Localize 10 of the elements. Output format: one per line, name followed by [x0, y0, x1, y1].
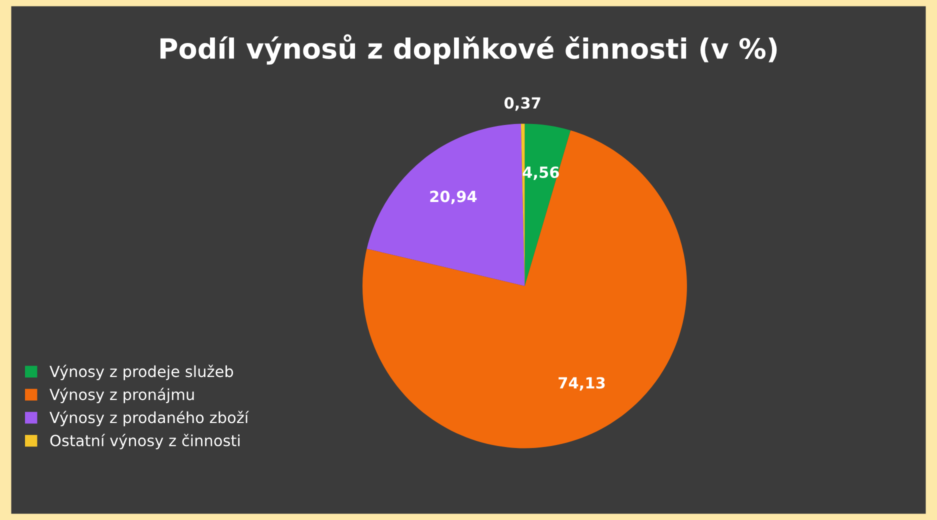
chart-title: Podíl výnosů z doplňkové činnosti (v %): [160, 34, 777, 65]
pie-slice: [524, 124, 571, 286]
pie-slice: [362, 130, 687, 448]
data-label: 74,13: [558, 377, 605, 391]
data-label: 0,37: [504, 97, 540, 111]
legend-label: Výnosy z prodeje služeb: [50, 364, 234, 380]
legend-label: Výnosy z pronájmu: [50, 388, 194, 404]
data-label: 20,94: [430, 190, 477, 204]
legend-label: Výnosy z prodaného zboží: [50, 410, 250, 426]
legend-label: Ostatní výnosy z činnosti: [50, 434, 240, 450]
